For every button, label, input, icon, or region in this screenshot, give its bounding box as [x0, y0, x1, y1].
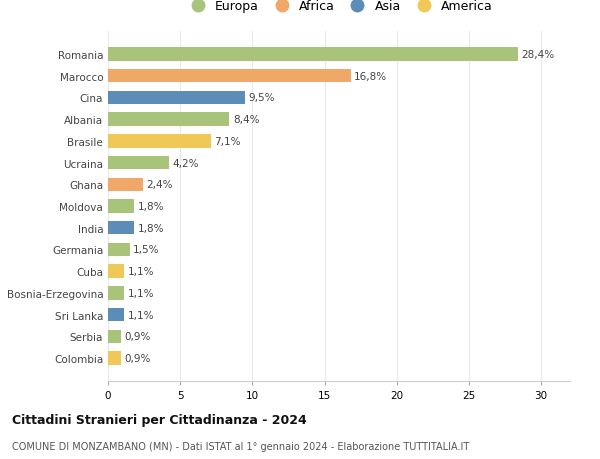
Text: 0,9%: 0,9%	[125, 353, 151, 364]
Text: 8,4%: 8,4%	[233, 115, 259, 125]
Bar	[108, 243, 130, 257]
Bar	[108, 157, 169, 170]
Bar	[108, 222, 134, 235]
Text: 1,1%: 1,1%	[127, 288, 154, 298]
Text: 16,8%: 16,8%	[354, 72, 387, 81]
Text: 7,1%: 7,1%	[214, 136, 241, 146]
Bar	[108, 330, 121, 343]
Bar	[108, 113, 229, 127]
Text: 2,4%: 2,4%	[146, 180, 173, 190]
Bar	[108, 178, 143, 191]
Text: 1,8%: 1,8%	[137, 202, 164, 212]
Text: 1,5%: 1,5%	[133, 245, 160, 255]
Text: 0,9%: 0,9%	[125, 332, 151, 341]
Text: 28,4%: 28,4%	[521, 50, 555, 60]
Bar	[108, 200, 134, 213]
Text: 4,2%: 4,2%	[172, 158, 199, 168]
Bar	[108, 135, 211, 148]
Text: COMUNE DI MONZAMBANO (MN) - Dati ISTAT al 1° gennaio 2024 - Elaborazione TUTTITA: COMUNE DI MONZAMBANO (MN) - Dati ISTAT a…	[12, 441, 469, 451]
Bar	[108, 308, 124, 322]
Text: 1,8%: 1,8%	[137, 223, 164, 233]
Text: 1,1%: 1,1%	[127, 310, 154, 320]
Bar	[108, 265, 124, 278]
Bar	[108, 352, 121, 365]
Bar	[108, 91, 245, 105]
Legend: Europa, Africa, Asia, America: Europa, Africa, Asia, America	[185, 0, 493, 13]
Text: Cittadini Stranieri per Cittadinanza - 2024: Cittadini Stranieri per Cittadinanza - 2…	[12, 413, 307, 426]
Bar	[108, 286, 124, 300]
Bar	[108, 48, 518, 62]
Text: 1,1%: 1,1%	[127, 267, 154, 277]
Bar	[108, 70, 350, 83]
Text: 9,5%: 9,5%	[249, 93, 275, 103]
